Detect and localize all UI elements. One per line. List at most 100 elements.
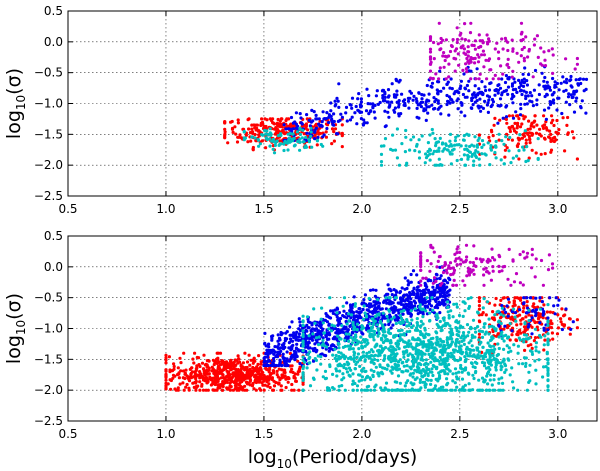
data-point: [404, 163, 408, 167]
data-point: [327, 337, 331, 341]
data-point: [506, 85, 511, 89]
data-point: [361, 350, 365, 354]
data-point: [432, 57, 436, 61]
data-point: [392, 352, 396, 356]
data-point: [424, 118, 428, 122]
data-point: [548, 102, 553, 107]
data-point: [482, 380, 486, 384]
data-point: [478, 388, 482, 392]
y-tick-label: −2.5: [34, 189, 63, 203]
data-point: [397, 347, 401, 351]
data-point: [430, 81, 435, 85]
data-point: [428, 319, 432, 323]
data-point: [547, 49, 551, 53]
data-point: [457, 320, 461, 324]
data-point: [301, 388, 305, 392]
data-point: [400, 361, 404, 365]
data-point: [432, 40, 436, 45]
data-point: [327, 120, 331, 125]
data-point: [376, 328, 381, 332]
data-point: [517, 85, 521, 90]
data-point: [378, 364, 382, 369]
data-point: [381, 324, 385, 328]
data-point: [423, 304, 427, 308]
data-point: [500, 306, 504, 310]
data-point: [390, 293, 394, 297]
data-point: [491, 134, 495, 138]
data-point: [336, 119, 340, 123]
data-point: [386, 388, 390, 392]
data-point: [426, 388, 430, 392]
data-point: [459, 363, 463, 368]
data-point: [375, 323, 379, 327]
data-point: [245, 360, 250, 364]
data-point: [284, 118, 288, 123]
data-point: [238, 381, 242, 385]
data-point: [223, 120, 227, 124]
data-point: [579, 106, 583, 110]
data-point: [530, 148, 534, 152]
data-point: [495, 41, 499, 45]
data-point: [487, 332, 491, 336]
data-point: [429, 354, 433, 358]
data-point: [469, 69, 473, 73]
data-point: [552, 123, 556, 128]
data-point: [230, 119, 234, 124]
data-point: [428, 55, 433, 59]
data-point: [507, 114, 511, 118]
data-point: [308, 350, 312, 354]
data-point: [347, 312, 351, 316]
data-point: [466, 59, 470, 63]
data-point: [267, 382, 271, 386]
data-point: [530, 266, 534, 270]
scatter-panel-1: 0.5 1.0 1.5 2.0 2.5 3.00.50.0−0.5−1.0−1.5−2.0…: [3, 4, 598, 216]
data-point: [251, 130, 255, 134]
data-point: [453, 49, 457, 53]
data-point: [513, 296, 517, 300]
data-point: [448, 101, 452, 105]
data-point: [533, 305, 537, 310]
data-point: [409, 372, 413, 376]
data-point: [167, 355, 171, 359]
data-point: [420, 300, 424, 304]
data-point: [284, 362, 289, 366]
y-tick-label: −2.0: [34, 158, 63, 172]
data-point: [340, 145, 344, 149]
data-point: [445, 290, 449, 295]
data-point: [228, 359, 233, 363]
data-point: [342, 362, 347, 367]
data-point: [375, 89, 379, 93]
data-point: [500, 269, 504, 273]
data-point: [312, 327, 316, 331]
data-point: [511, 101, 515, 105]
data-point: [526, 94, 530, 98]
data-point: [388, 287, 392, 291]
data-point: [525, 145, 529, 149]
data-point: [556, 326, 561, 330]
data-point: [516, 114, 520, 118]
data-point: [253, 132, 257, 137]
data-point: [432, 250, 436, 254]
data-point: [476, 325, 480, 329]
data-point: [462, 338, 466, 342]
data-point: [471, 373, 475, 377]
data-point: [511, 156, 515, 160]
data-point: [412, 292, 416, 296]
data-point: [346, 328, 350, 332]
data-point: [383, 335, 387, 339]
data-point: [467, 341, 471, 345]
data-point: [516, 144, 520, 149]
data-point: [516, 388, 520, 392]
data-point: [518, 281, 523, 285]
data-point: [474, 93, 478, 98]
data-point: [551, 71, 555, 75]
data-point: [216, 364, 220, 368]
data-point: [536, 55, 540, 60]
data-point: [432, 364, 436, 368]
data-point: [521, 310, 525, 314]
data-point: [411, 337, 415, 341]
data-point: [275, 373, 279, 377]
data-point: [463, 355, 467, 359]
data-point: [171, 376, 175, 380]
data-point: [474, 149, 478, 153]
